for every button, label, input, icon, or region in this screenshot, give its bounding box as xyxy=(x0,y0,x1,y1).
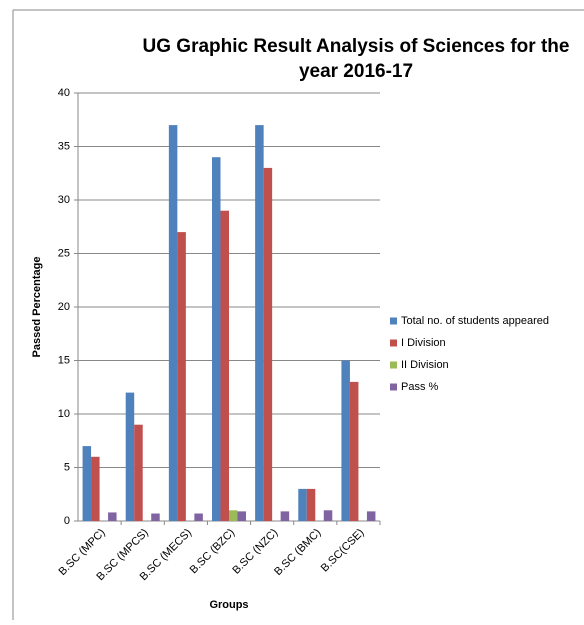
y-tick-label: 20 xyxy=(58,301,70,313)
bar xyxy=(82,446,92,521)
bar xyxy=(108,512,117,521)
legend-swatch xyxy=(390,383,397,391)
bar xyxy=(280,511,290,521)
bar xyxy=(168,125,178,521)
bar xyxy=(125,392,135,521)
bar xyxy=(349,381,359,521)
legend-label: II Division xyxy=(401,359,449,371)
legend-swatch xyxy=(390,361,397,369)
bar xyxy=(298,488,307,521)
y-axis-title: Passed Percentage xyxy=(31,257,43,358)
x-tick-label: B.SC (BMC) xyxy=(272,527,323,578)
bar xyxy=(151,513,160,521)
y-tick-label: 35 xyxy=(58,140,70,152)
bar xyxy=(91,456,100,521)
bar xyxy=(194,513,203,521)
bar xyxy=(212,157,221,521)
chart-title: UG Graphic Result Analysis of Sciences f… xyxy=(143,36,570,57)
chart-title: year 2016-17 xyxy=(299,61,413,82)
legend-swatch xyxy=(390,339,397,347)
legend-label: Pass % xyxy=(401,381,439,393)
bar xyxy=(366,511,376,521)
bar xyxy=(323,510,333,521)
y-tick-label: 5 xyxy=(64,461,70,473)
y-tick-label: 10 xyxy=(58,408,70,420)
bar xyxy=(177,232,186,521)
bar xyxy=(220,210,229,521)
y-tick-label: 40 xyxy=(58,87,70,99)
bar xyxy=(263,167,273,521)
y-tick-label: 30 xyxy=(58,194,70,206)
y-tick-label: 15 xyxy=(58,354,70,366)
legend-swatch xyxy=(390,317,397,325)
y-tick-label: 0 xyxy=(64,515,70,527)
y-tick-label: 25 xyxy=(58,247,70,259)
x-axis-title: Groups xyxy=(209,599,248,611)
bar xyxy=(134,424,143,521)
bar xyxy=(306,488,316,521)
bar xyxy=(237,511,246,521)
bar xyxy=(229,510,238,521)
legend-label: I Division xyxy=(401,337,446,349)
bar xyxy=(255,125,264,521)
bar xyxy=(341,360,350,521)
legend-label: Total no. of students appeared xyxy=(401,315,549,327)
x-tick-label: B.SC(CSE) xyxy=(319,527,367,575)
